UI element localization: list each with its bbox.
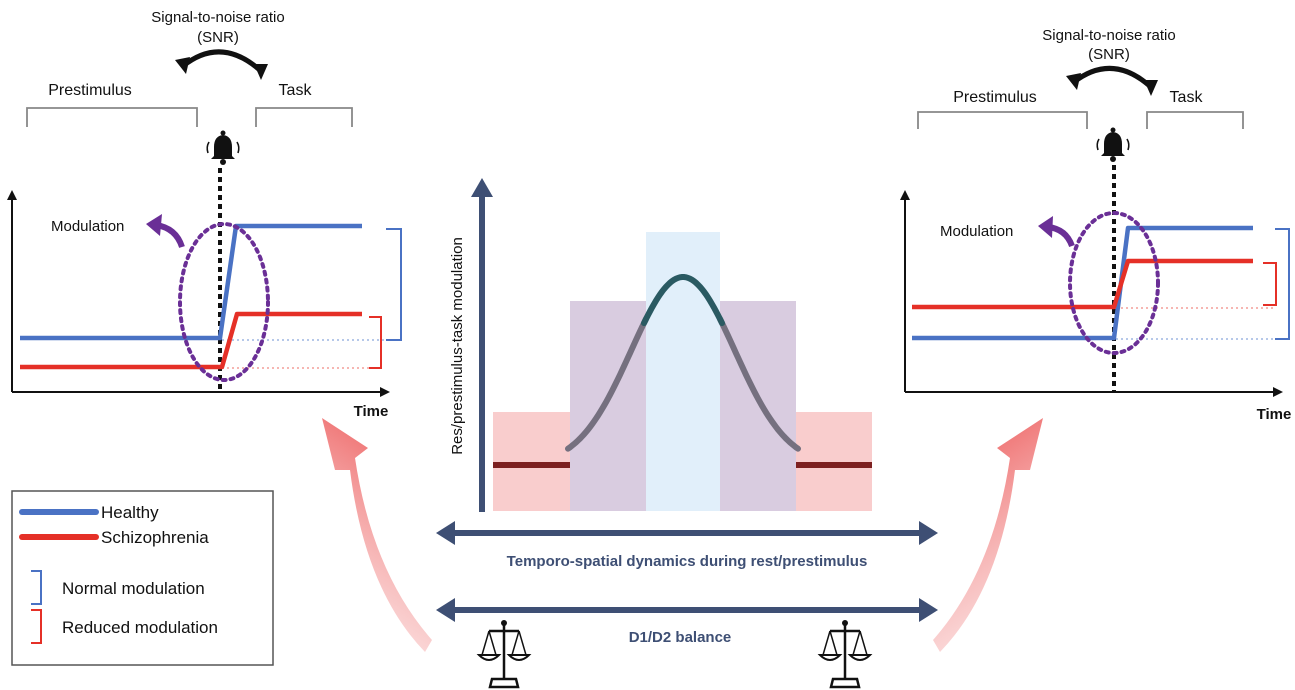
- center-bell-curve-left: [565, 316, 649, 452]
- left-prestimulus-bracket: [26, 107, 198, 127]
- legend: Healthy Schizophrenia Normal modulation …: [11, 490, 274, 666]
- left-healthy-line: [20, 223, 362, 341]
- left-modulation-label: Modulation: [51, 218, 124, 235]
- right-snr-line1: Signal-to-noise ratio: [1042, 27, 1175, 44]
- right-modulation-oval: [1068, 211, 1160, 355]
- right-big-arrow: [933, 418, 1043, 652]
- right-balance-scale-icon: [818, 618, 872, 689]
- right-reduced-modulation-bracket: [1263, 262, 1277, 306]
- right-normal-modulation-bracket: [1275, 228, 1290, 340]
- left-big-arrow: [322, 418, 432, 652]
- center-dynamics-arrowhead-left: [436, 521, 455, 545]
- right-modulation-label: Modulation: [940, 223, 1013, 240]
- left-prestimulus-label: Prestimulus: [48, 82, 132, 99]
- center-bar-blue-center: [646, 232, 720, 511]
- left-snr-arrowhead-left: [175, 57, 190, 74]
- right-bell-icon: [1096, 126, 1130, 163]
- center-balance-arrowhead-right: [919, 598, 938, 622]
- center-bar-pink-left: [493, 412, 570, 511]
- left-normal-modulation-bracket: [386, 228, 402, 341]
- left-reduced-modulation-bracket: [369, 316, 382, 369]
- left-task-bracket: [255, 107, 353, 127]
- right-task-bracket: [1146, 111, 1244, 129]
- right-healthy-line: [912, 225, 1253, 341]
- left-snr-line1: Signal-to-noise ratio: [151, 9, 284, 26]
- right-panel: Signal-to-noise ratio (SNR) Prestimulus …: [900, 27, 1292, 423]
- right-task-label: Task: [1170, 89, 1204, 106]
- left-modulation-oval: [178, 222, 270, 382]
- center-dynamics-arrowhead-right: [919, 521, 938, 545]
- left-panel: Signal-to-noise ratio (SNR) Prestimulus …: [7, 9, 402, 420]
- legend-box: [11, 490, 274, 666]
- center-balance-arrowhead-left: [436, 598, 455, 622]
- left-snr-curved-arrow: [181, 49, 264, 74]
- center-bar-purple-right: [720, 301, 796, 511]
- center-dynamics-label: Temporo-spatial dynamics during rest/pre…: [507, 553, 868, 570]
- left-task-label: Task: [279, 82, 313, 99]
- left-snr-arrowhead-right: [254, 64, 268, 80]
- right-time-label: Time: [1257, 406, 1292, 423]
- right-prestimulus-bracket: [917, 111, 1088, 129]
- right-snr-arrowhead-right: [1144, 80, 1158, 96]
- right-snr-arrowhead-left: [1066, 73, 1081, 90]
- left-schizo-line: [20, 311, 362, 370]
- center-bar-pink-right: [796, 412, 872, 511]
- center-y-axis-arrowhead: [471, 178, 493, 197]
- legend-normal-modulation-bracket: [31, 570, 42, 605]
- center-bar-purple-left: [570, 301, 646, 511]
- legend-normal-modulation-label: Normal modulation: [62, 579, 205, 598]
- center-panel: Res/prestimulus-task modulation Temporo-…: [436, 178, 938, 689]
- center-bell-curve-peak: [641, 274, 725, 327]
- right-snr-curved-arrow: [1072, 66, 1154, 90]
- legend-reduced-modulation-bracket: [31, 609, 42, 644]
- center-y-axis-label: Res/prestimulus-task modulation: [449, 237, 466, 455]
- left-time-label: Time: [354, 403, 389, 420]
- legend-reduced-modulation-label: Reduced modulation: [62, 618, 218, 637]
- center-bell-curve-right: [717, 316, 801, 452]
- legend-healthy-label: Healthy: [101, 503, 159, 522]
- legend-schizophrenia-label: Schizophrenia: [101, 528, 209, 547]
- right-schizo-line: [912, 258, 1253, 310]
- right-modulation-arrowhead: [1038, 216, 1053, 238]
- left-snr-line2: (SNR): [197, 29, 239, 46]
- right-prestimulus-label: Prestimulus: [953, 89, 1037, 106]
- center-balance-label: D1/D2 balance: [629, 629, 732, 646]
- left-bell-icon: [206, 129, 240, 166]
- left-modulation-arrowhead: [146, 214, 162, 236]
- right-snr-line2: (SNR): [1088, 46, 1130, 63]
- left-balance-scale-icon: [477, 618, 531, 689]
